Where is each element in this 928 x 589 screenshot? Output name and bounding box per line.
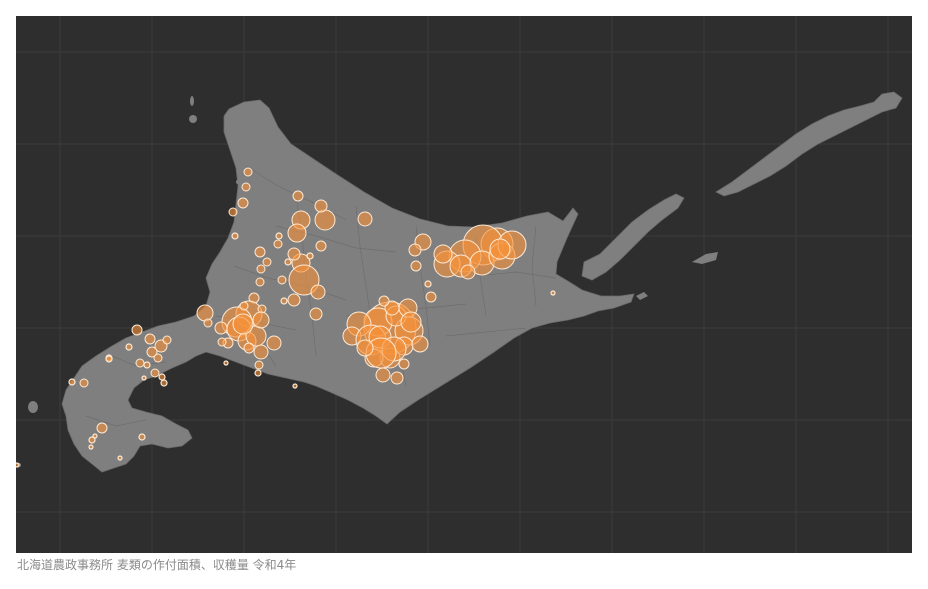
municipality-bubble-marker bbox=[252, 311, 270, 329]
municipality-bubble-marker bbox=[239, 301, 249, 311]
municipality-bubble-marker bbox=[310, 284, 326, 300]
hokkaido-map bbox=[16, 16, 912, 553]
municipality-bubble-marker bbox=[253, 344, 269, 360]
municipality-bubble-marker bbox=[410, 260, 422, 272]
municipality-bubble-marker bbox=[254, 360, 264, 370]
municipality-bubble-marker bbox=[88, 444, 94, 450]
municipality-bubble-marker bbox=[150, 368, 160, 378]
municipality-bubble-marker bbox=[138, 433, 146, 441]
municipality-bubble-marker bbox=[398, 358, 410, 370]
municipality-bubble-marker bbox=[254, 369, 262, 377]
municipality-bubble-marker bbox=[266, 335, 282, 351]
municipality-bubble-marker bbox=[400, 311, 422, 333]
municipality-bubble-marker bbox=[162, 335, 172, 345]
municipality-bubble-marker bbox=[314, 199, 328, 213]
municipality-bubble-marker bbox=[223, 360, 229, 366]
municipality-bubble-marker bbox=[141, 375, 147, 381]
municipality-bubble-marker bbox=[314, 209, 336, 231]
municipality-bubble-marker bbox=[287, 223, 307, 243]
municipality-bubble-marker bbox=[88, 436, 96, 444]
shikotan-island bbox=[692, 252, 718, 264]
municipality-bubble-marker bbox=[228, 207, 238, 217]
municipality-bubble-marker bbox=[292, 190, 304, 202]
municipality-bubble-marker bbox=[357, 211, 373, 227]
municipality-bubble-marker bbox=[378, 295, 390, 307]
municipality-bubble-marker bbox=[433, 244, 453, 264]
municipality-bubble-marker bbox=[92, 433, 98, 439]
municipality-bubble-marker bbox=[68, 378, 76, 386]
municipality-bubble-marker bbox=[231, 232, 239, 240]
municipality-bubble-marker bbox=[273, 239, 283, 249]
municipality-bubble-marker bbox=[262, 257, 272, 267]
municipality-bubble-marker bbox=[144, 333, 156, 345]
municipality-bubble-marker bbox=[292, 383, 298, 389]
municipality-bubble-marker bbox=[196, 304, 214, 322]
municipality-bubble-marker bbox=[411, 335, 429, 353]
municipality-bubble-marker bbox=[275, 232, 283, 240]
municipality-bubble-marker bbox=[146, 346, 158, 358]
municipality-bubble-marker bbox=[254, 246, 266, 258]
municipality-bubble-marker bbox=[243, 167, 253, 177]
municipality-bubble-marker bbox=[214, 321, 228, 335]
municipality-bubble-marker bbox=[241, 182, 251, 192]
municipality-bubble-marker bbox=[375, 367, 391, 383]
municipality-bubble-marker bbox=[96, 422, 108, 434]
municipality-bubble-marker bbox=[125, 343, 133, 351]
municipality-bubble-marker bbox=[424, 280, 432, 288]
teuri-island bbox=[236, 180, 240, 184]
rishiri-island bbox=[189, 115, 197, 123]
kunashiri-island bbox=[581, 193, 685, 281]
municipality-bubble-marker bbox=[160, 379, 168, 387]
municipality-bubble-marker bbox=[306, 252, 314, 260]
bubble-layer bbox=[16, 167, 556, 468]
municipality-bubble-marker bbox=[217, 337, 227, 347]
municipality-bubble-marker bbox=[408, 243, 422, 257]
municipality-bubble-marker bbox=[315, 240, 327, 252]
rebun-island bbox=[190, 96, 194, 106]
municipality-bubble-marker bbox=[105, 355, 113, 363]
municipality-bubble-marker bbox=[280, 297, 288, 305]
municipality-bubble-marker bbox=[158, 373, 166, 381]
municipality-bubble-marker bbox=[256, 264, 266, 274]
municipality-bubble-marker bbox=[232, 313, 254, 335]
municipality-bubble-marker bbox=[79, 378, 89, 388]
municipality-bubble-marker bbox=[287, 247, 301, 261]
municipality-bubble-marker bbox=[489, 238, 511, 260]
municipality-bubble-marker bbox=[153, 353, 163, 363]
municipality-bubble-marker bbox=[277, 275, 287, 285]
municipality-bubble-marker bbox=[131, 324, 143, 336]
municipality-bubble-marker bbox=[117, 455, 123, 461]
municipality-bubble-marker bbox=[550, 290, 556, 296]
municipality-bubble-marker bbox=[460, 264, 476, 280]
municipality-bubble-marker bbox=[255, 277, 265, 287]
municipality-bubble-marker bbox=[356, 339, 374, 357]
municipality-bubble-marker bbox=[237, 197, 249, 209]
municipality-bubble-marker bbox=[135, 358, 145, 368]
municipality-bubble-marker bbox=[288, 264, 320, 296]
municipality-bubble-marker bbox=[384, 300, 400, 316]
municipality-bubble-marker bbox=[203, 318, 213, 328]
habomai-islands bbox=[636, 292, 648, 300]
map-caption: 北海道農政事務所 麦類の作付面積、収穫量 令和4年 bbox=[17, 558, 297, 572]
etorofu-island bbox=[715, 91, 903, 197]
municipality-bubble-marker bbox=[390, 371, 404, 385]
municipality-bubble-marker bbox=[284, 258, 292, 266]
municipality-bubble-marker bbox=[425, 291, 437, 303]
municipality-bubble-marker bbox=[309, 307, 323, 321]
municipality-bubble-marker bbox=[143, 361, 151, 369]
municipality-bubble-marker bbox=[287, 293, 301, 307]
okushiri-island bbox=[28, 401, 38, 413]
municipality-bubble-marker bbox=[16, 462, 20, 468]
map-panel[interactable] bbox=[16, 16, 912, 553]
municipality-bubble-marker bbox=[243, 342, 255, 354]
hokkaido-main-island bbox=[61, 99, 635, 473]
